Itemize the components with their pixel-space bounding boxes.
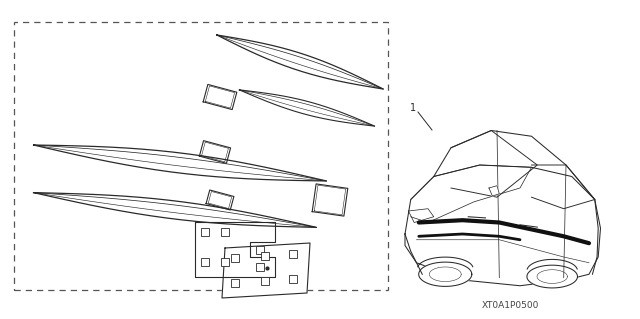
Polygon shape: [33, 145, 326, 181]
Bar: [256, 246, 264, 254]
Bar: [231, 254, 239, 262]
Polygon shape: [206, 190, 234, 210]
Polygon shape: [200, 141, 230, 163]
Polygon shape: [489, 186, 499, 196]
Polygon shape: [203, 85, 237, 109]
Polygon shape: [312, 184, 348, 216]
Bar: [289, 250, 297, 258]
Bar: [221, 258, 229, 266]
Polygon shape: [217, 35, 383, 89]
Bar: [261, 252, 269, 260]
Text: XT0A1P0500: XT0A1P0500: [481, 300, 539, 309]
Bar: [221, 228, 229, 236]
Bar: [14, 22, 388, 290]
Polygon shape: [33, 193, 316, 227]
Text: 1: 1: [410, 103, 416, 113]
Polygon shape: [222, 243, 310, 298]
Bar: [256, 263, 264, 271]
Bar: [231, 279, 239, 287]
Polygon shape: [195, 222, 275, 277]
Bar: [261, 277, 269, 285]
Bar: [201, 228, 209, 236]
Polygon shape: [405, 165, 600, 286]
Polygon shape: [527, 265, 577, 288]
Bar: [289, 275, 297, 283]
Polygon shape: [419, 262, 472, 286]
Bar: [201, 258, 209, 266]
Polygon shape: [239, 90, 374, 126]
